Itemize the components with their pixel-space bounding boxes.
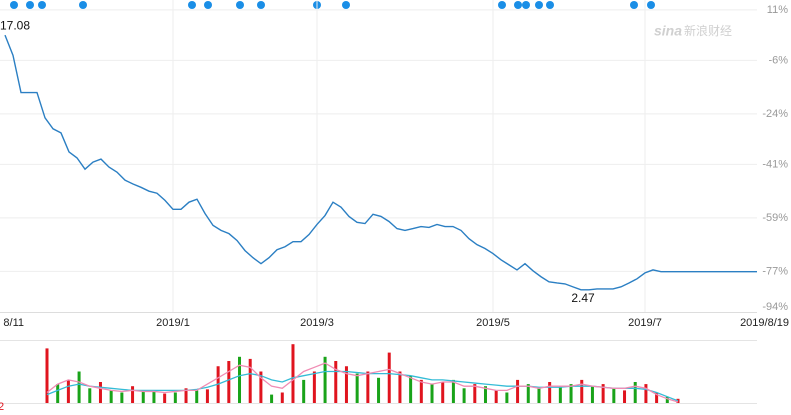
volume-bar: [612, 388, 616, 403]
logo: sina: [654, 23, 682, 39]
volume-bar: [334, 361, 338, 403]
volume-bar: [323, 356, 327, 403]
event-dot: [630, 1, 638, 9]
event-dot: [79, 1, 87, 9]
volume-bar: [537, 388, 541, 403]
volume-bar: [398, 371, 402, 403]
volume-bar: [462, 388, 466, 403]
volume-bar: [633, 382, 637, 403]
volume-bar: [655, 392, 659, 403]
volume-bar: [377, 377, 381, 403]
event-dot: [522, 1, 530, 9]
volume-bar: [141, 390, 145, 403]
volume-bar: [505, 392, 509, 403]
y-tick-label: -77%: [762, 265, 788, 277]
event-dot: [498, 1, 506, 9]
volume-bar: [184, 388, 188, 403]
volume-bar: [152, 391, 156, 403]
event-markers: [10, 1, 655, 9]
volume-bar: [163, 393, 167, 403]
volume-bar: [483, 386, 487, 403]
volume-bar: [601, 384, 605, 403]
volume-bar: [66, 379, 70, 403]
event-dot: [546, 1, 554, 9]
volume-bar: [109, 390, 113, 403]
volume-bar: [548, 382, 552, 403]
volume-bar: [120, 392, 124, 403]
volume-bar: [451, 379, 455, 403]
event-dot: [26, 1, 34, 9]
event-dot: [10, 1, 18, 9]
volume-bar: [312, 371, 316, 403]
watermark: 新浪财经: [684, 23, 732, 38]
volume-bar: [526, 384, 530, 403]
y-tick-label: -6%: [768, 54, 788, 66]
price-line: [4, 34, 757, 291]
volume-bar: [430, 384, 434, 403]
volume-bar: [88, 388, 92, 403]
x-tick-label: 2019/5: [476, 317, 510, 329]
volume-bar: [173, 392, 177, 403]
volume-bar: [344, 366, 348, 403]
x-tick-label: 8/11: [3, 317, 24, 329]
x-tick-label: 2019/8/19: [740, 317, 789, 329]
event-dot: [257, 1, 265, 9]
event-dot: [514, 1, 522, 9]
event-dot: [236, 1, 244, 9]
volume-bar: [623, 390, 627, 403]
volume-bar: [355, 373, 359, 403]
volume-bar: [248, 358, 252, 403]
volume-bar: [558, 386, 562, 403]
volume-bar: [580, 379, 584, 403]
volume-bar: [205, 389, 209, 403]
volume-bar: [195, 390, 199, 403]
volume-bar: [56, 384, 60, 403]
volume-bar: [302, 379, 306, 403]
y-tick-label: -94%: [762, 301, 788, 313]
volume-bar: [569, 384, 573, 403]
volume-bar: [280, 392, 284, 403]
volume-bar: [238, 356, 242, 403]
volume-bar: [644, 384, 648, 403]
volume-bar: [441, 382, 445, 403]
volume-bar: [98, 382, 102, 403]
volume-bar: [494, 390, 498, 403]
event-dot: [342, 1, 350, 9]
volume-bar: [291, 344, 295, 403]
volume-bar: [590, 386, 594, 403]
start-label: 17.08: [0, 18, 30, 32]
volume-bar: [366, 371, 370, 403]
event-dot: [647, 1, 655, 9]
y-tick-label: -41%: [762, 158, 788, 170]
volume-bar: [227, 361, 231, 403]
event-dot: [38, 1, 46, 9]
volume-bar: [665, 396, 669, 403]
x-tick-label: 2019/7: [628, 317, 662, 329]
corner-label: 2: [0, 401, 4, 413]
y-tick-label: -24%: [762, 108, 788, 120]
y-tick-label: -59%: [762, 212, 788, 224]
volume-average-line: [46, 362, 679, 403]
volume-bar: [409, 375, 413, 403]
x-tick-label: 2019/3: [300, 317, 334, 329]
volume-bar: [45, 348, 49, 403]
y-tick-label: 11%: [767, 4, 788, 16]
volume-bar: [387, 352, 391, 403]
low-label: 2.47: [571, 291, 595, 305]
event-dot: [535, 1, 543, 9]
volume-bar: [77, 371, 81, 403]
volume-bar: [259, 371, 263, 403]
volume-bar: [516, 379, 520, 403]
event-dot: [188, 1, 196, 9]
volume-bar: [131, 386, 135, 403]
x-tick-label: 2019/1: [156, 317, 190, 329]
volume-bar: [419, 379, 423, 403]
event-dot: [204, 1, 212, 9]
volume-bar: [270, 394, 274, 403]
volume-bar: [473, 384, 477, 403]
